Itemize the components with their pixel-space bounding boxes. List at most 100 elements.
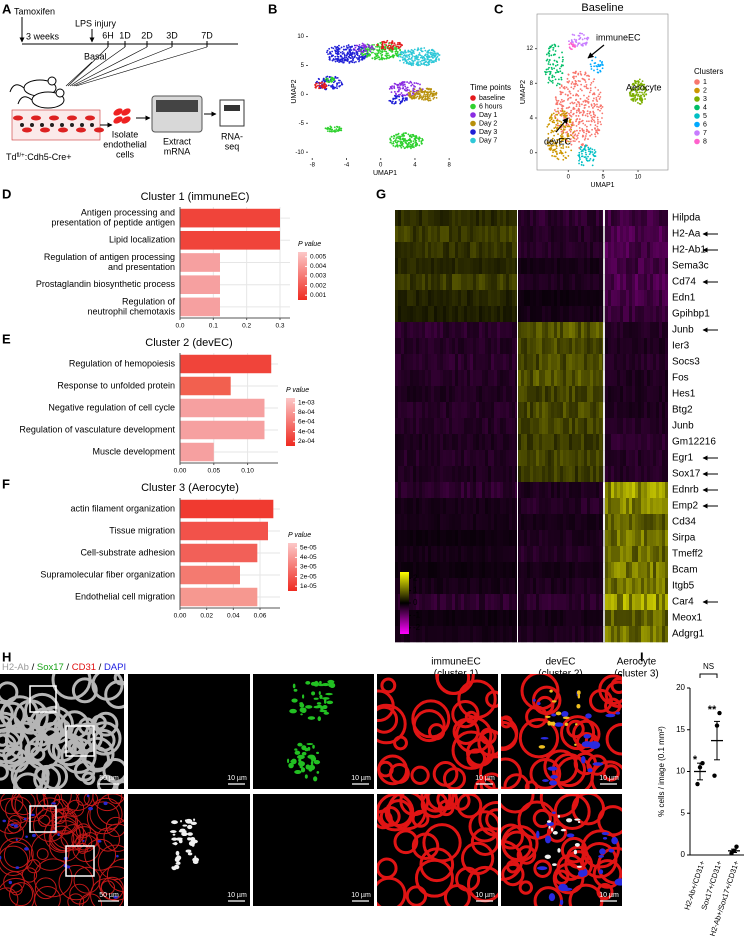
texture <box>467 482 470 498</box>
umap-point <box>329 127 332 130</box>
umap-point <box>585 43 587 46</box>
texture <box>518 306 521 323</box>
texture <box>587 530 590 547</box>
texture <box>476 450 479 467</box>
umap-point <box>389 42 391 44</box>
umap-point <box>556 138 558 141</box>
texture <box>515 210 518 227</box>
row-label: Btg2 <box>672 405 693 416</box>
texture <box>437 306 440 323</box>
texture <box>617 226 620 243</box>
umap-point <box>435 56 438 59</box>
umap-point <box>386 54 389 57</box>
umap-point <box>643 83 646 86</box>
texture <box>443 242 446 259</box>
texture <box>488 210 491 227</box>
texture <box>455 242 458 259</box>
umap-point <box>422 98 425 101</box>
texture <box>596 242 599 259</box>
texture <box>623 274 626 291</box>
texture <box>425 370 428 387</box>
chart-title: Cluster 2 (devEC) <box>145 337 232 349</box>
umap-point <box>351 56 354 58</box>
texture <box>638 402 641 419</box>
texture <box>620 578 623 595</box>
texture <box>428 578 431 595</box>
umap-point <box>580 146 583 149</box>
texture <box>542 338 545 355</box>
texture <box>551 306 554 323</box>
texture <box>653 274 656 291</box>
texture <box>539 274 542 291</box>
umap-point <box>645 93 648 96</box>
umap-point <box>572 87 575 90</box>
umap-point <box>567 146 570 149</box>
umap-point <box>586 110 589 113</box>
texture <box>566 594 569 611</box>
umap-point <box>591 93 594 96</box>
umap-point <box>326 75 329 78</box>
umap-point <box>425 93 427 96</box>
x-tick-label: 0 <box>567 175 571 181</box>
texture <box>620 466 623 483</box>
umap-point <box>579 97 582 100</box>
texture <box>632 370 635 387</box>
texture <box>398 354 401 371</box>
texture <box>515 530 518 547</box>
texture <box>533 546 536 562</box>
umap-point <box>589 89 592 92</box>
texture <box>647 514 650 531</box>
texture <box>428 466 431 483</box>
umap-point <box>435 58 437 61</box>
umap-point <box>425 64 428 67</box>
texture <box>533 354 536 371</box>
texture <box>434 306 437 323</box>
texture <box>599 258 602 275</box>
umap-point <box>403 83 405 86</box>
texture <box>494 498 497 515</box>
texture <box>629 402 632 419</box>
texture <box>611 226 614 243</box>
umap-point <box>582 112 585 114</box>
texture <box>641 434 644 451</box>
umap-point <box>630 87 633 90</box>
umap-point <box>578 151 581 154</box>
texture <box>437 322 440 339</box>
texture <box>560 242 563 259</box>
umap-point <box>420 47 422 50</box>
umap-point <box>328 76 331 79</box>
umap-point <box>409 96 412 99</box>
texture <box>431 370 434 387</box>
cell <box>94 127 104 133</box>
umap-point <box>339 51 342 54</box>
umap-point <box>547 81 550 84</box>
umap-point <box>640 82 643 85</box>
umap-point <box>340 81 343 84</box>
umap-point <box>418 52 421 54</box>
texture <box>482 258 485 275</box>
texture <box>605 530 608 547</box>
colorbar-label: 8e-04 <box>298 409 315 416</box>
texture <box>665 402 668 419</box>
chart-title: Cluster 1 (immuneEC) <box>141 191 250 203</box>
heatmap-cell <box>605 418 668 435</box>
texture <box>500 418 503 435</box>
texture <box>662 290 665 307</box>
umap-point <box>435 60 437 63</box>
texture <box>503 418 506 435</box>
texture <box>644 258 647 275</box>
texture <box>509 274 512 291</box>
umap-point <box>417 137 420 140</box>
texture <box>461 242 464 259</box>
arrow <box>555 117 569 133</box>
texture <box>398 418 401 435</box>
umap-point <box>600 123 602 126</box>
texture <box>593 530 596 547</box>
heatmap-cell <box>518 242 603 259</box>
cell <box>85 115 95 121</box>
texture <box>593 514 596 531</box>
texture <box>488 258 491 275</box>
texture <box>437 530 440 547</box>
texture <box>542 322 545 339</box>
texture <box>425 418 428 435</box>
